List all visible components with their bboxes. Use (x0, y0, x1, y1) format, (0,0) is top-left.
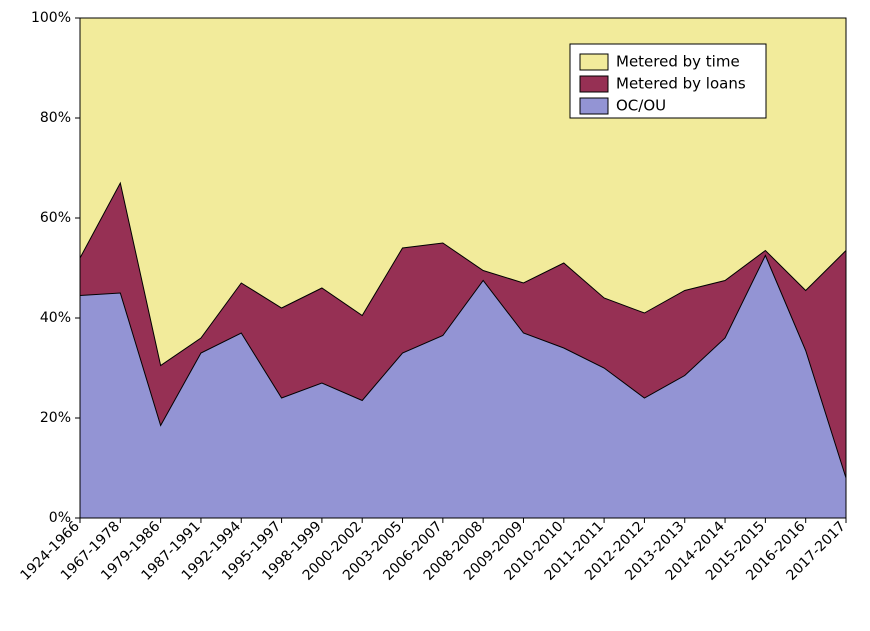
legend-label: Metered by loans (616, 75, 746, 93)
legend-swatch (580, 76, 608, 92)
legend-label: Metered by time (616, 53, 740, 71)
y-tick-label: 40% (40, 310, 71, 326)
stacked-area-chart: 0%20%40%60%80%100%1924-19661967-19781979… (0, 0, 870, 631)
legend-label: OC/OU (616, 97, 666, 115)
legend-swatch (580, 98, 608, 114)
legend-swatch (580, 54, 608, 70)
y-tick-label: 80% (40, 110, 71, 126)
chart-svg: 0%20%40%60%80%100%1924-19661967-19781979… (0, 0, 870, 631)
y-tick-label: 100% (31, 10, 71, 26)
y-tick-label: 60% (40, 210, 71, 226)
y-tick-label: 20% (40, 410, 71, 426)
